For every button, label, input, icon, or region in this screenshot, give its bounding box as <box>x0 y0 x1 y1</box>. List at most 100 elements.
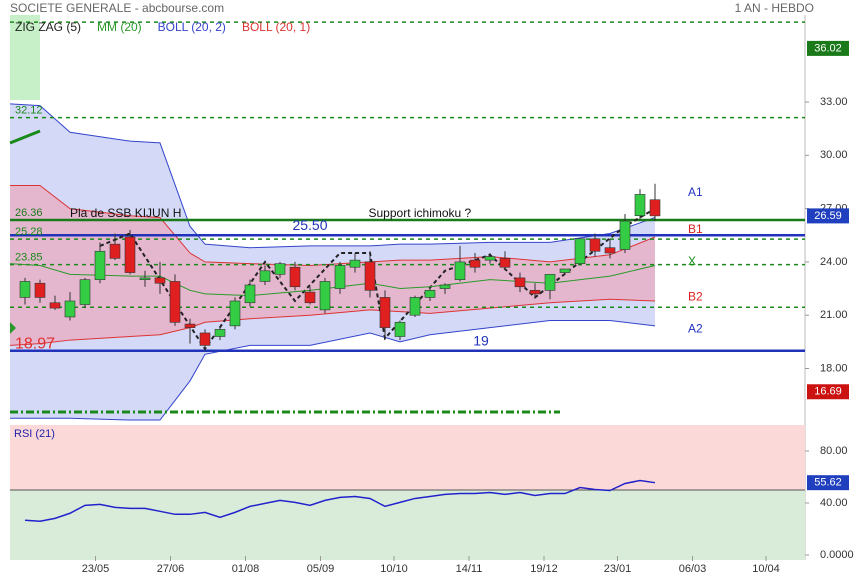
x-tick-label: 10/04 <box>752 563 780 575</box>
band-lower <box>10 320 656 421</box>
y-tick-label: 18.00 <box>820 362 848 374</box>
candle-body <box>229 300 241 327</box>
level-label: 19 <box>473 332 489 348</box>
x-tick-label: 19/12 <box>530 563 558 575</box>
candle-body <box>34 282 46 298</box>
x-tick-label: 05/09 <box>307 563 335 575</box>
rsi-y-tick-label: 0.0000 <box>820 549 854 561</box>
annotation: Pla de SSB KIJUN H <box>70 206 181 220</box>
level-label: 23.85 <box>15 251 43 263</box>
x-tick-label: 23/05 <box>82 563 110 575</box>
level-label: 26.36 <box>15 207 43 219</box>
candle-body <box>49 302 61 309</box>
candle-body <box>394 322 406 337</box>
x-tick-label: 10/10 <box>380 563 408 575</box>
legend-entry: ZIG ZAG (5) <box>15 20 81 34</box>
value-badge <box>807 384 849 400</box>
candle-body <box>619 220 631 250</box>
legend-entry: BOLL (20, 1) <box>242 20 310 34</box>
rsi-zone-low <box>10 490 805 560</box>
candle-body <box>184 323 196 328</box>
y-tick-label: 30.00 <box>820 149 848 161</box>
candle-body <box>244 284 256 304</box>
candle-body <box>484 256 496 261</box>
rsi-line <box>24 479 656 522</box>
candle-body <box>79 279 91 305</box>
legend-entry: BOLL (20, 2) <box>158 20 226 34</box>
y-tick-label: 33.00 <box>820 96 848 108</box>
rsi-y-tick-label: 80.00 <box>820 445 848 457</box>
annotation: A1 <box>688 185 703 199</box>
band-lower <box>9 298 656 346</box>
candle-body <box>544 274 556 291</box>
candle-body <box>574 238 586 264</box>
value-badge-label: 26.59 <box>814 210 842 222</box>
candle-body <box>124 236 136 273</box>
candle-body <box>424 290 436 298</box>
trend-mark <box>9 129 41 145</box>
candle-body <box>169 281 181 323</box>
chart-title: SOCIETE GENERALE - abcbourse.com <box>10 1 224 15</box>
level-label: 32.12 <box>15 105 43 117</box>
band-upper <box>9 103 656 249</box>
candle-body <box>274 263 286 275</box>
candle-body <box>559 268 571 273</box>
marker <box>10 322 16 334</box>
period: 1 AN - HEBDO <box>735 1 814 15</box>
candle-body <box>469 259 481 268</box>
x-tick-label: 06/03 <box>679 563 707 575</box>
level-label: 18.97 <box>15 335 55 352</box>
value-badge <box>807 208 849 224</box>
value-badge-label: 55.62 <box>814 477 842 489</box>
y-tick-label: 24.00 <box>820 256 848 268</box>
annotation: A2 <box>688 322 703 336</box>
value-badge <box>807 40 849 56</box>
candle-body <box>19 281 31 298</box>
x-tick-label: 23/01 <box>604 563 632 575</box>
annotation: Support ichimoku ? <box>369 206 472 220</box>
candle-body <box>499 258 511 268</box>
x-tick-label: 01/08 <box>232 563 260 575</box>
candle-body <box>349 259 361 268</box>
level-label: 25.28 <box>15 226 43 238</box>
candle-body <box>634 194 646 217</box>
candle-body <box>529 290 541 295</box>
candle-body <box>304 291 316 304</box>
candle-body <box>454 261 466 280</box>
value-badge-label: 16.69 <box>814 386 842 398</box>
zone <box>10 15 40 100</box>
value-badge-label: 36.02 <box>814 42 842 54</box>
x-tick-label: 14/11 <box>456 563 483 575</box>
candle-body <box>199 332 211 346</box>
candle-body <box>259 270 271 282</box>
y-tick-label: 21.00 <box>820 309 848 321</box>
candle-body <box>409 297 421 316</box>
candle-body <box>109 243 121 259</box>
level-label: 25.50 <box>292 217 327 233</box>
rsi-zone-high <box>10 425 805 490</box>
x-tick-label: 27/06 <box>157 563 185 575</box>
candle-body <box>649 199 661 217</box>
candle-body <box>334 265 346 289</box>
annotation: X <box>688 254 696 268</box>
rsi-label: RSI (21) <box>14 428 55 440</box>
legend-entry: MM (20) <box>97 20 142 34</box>
candle-body <box>214 329 226 337</box>
candle-body <box>94 250 106 280</box>
annotation: B2 <box>688 290 703 304</box>
candle-body <box>319 281 331 311</box>
annotation: B1 <box>688 222 703 236</box>
candle-body <box>64 300 76 318</box>
rsi-y-tick-label: 40.00 <box>820 497 848 509</box>
candle-body <box>379 297 391 328</box>
candle-body <box>604 247 616 254</box>
value-badge <box>807 475 849 491</box>
candle-body <box>364 261 376 291</box>
main-layer: 32.12 26.36 25.50 25.28 23.85 19 18.97 Pla de S… <box>9 21 805 352</box>
candle-body <box>154 277 166 284</box>
candle-body <box>289 266 301 288</box>
candle-body <box>139 277 151 280</box>
candle-body <box>514 277 526 288</box>
candle-body <box>589 238 601 252</box>
